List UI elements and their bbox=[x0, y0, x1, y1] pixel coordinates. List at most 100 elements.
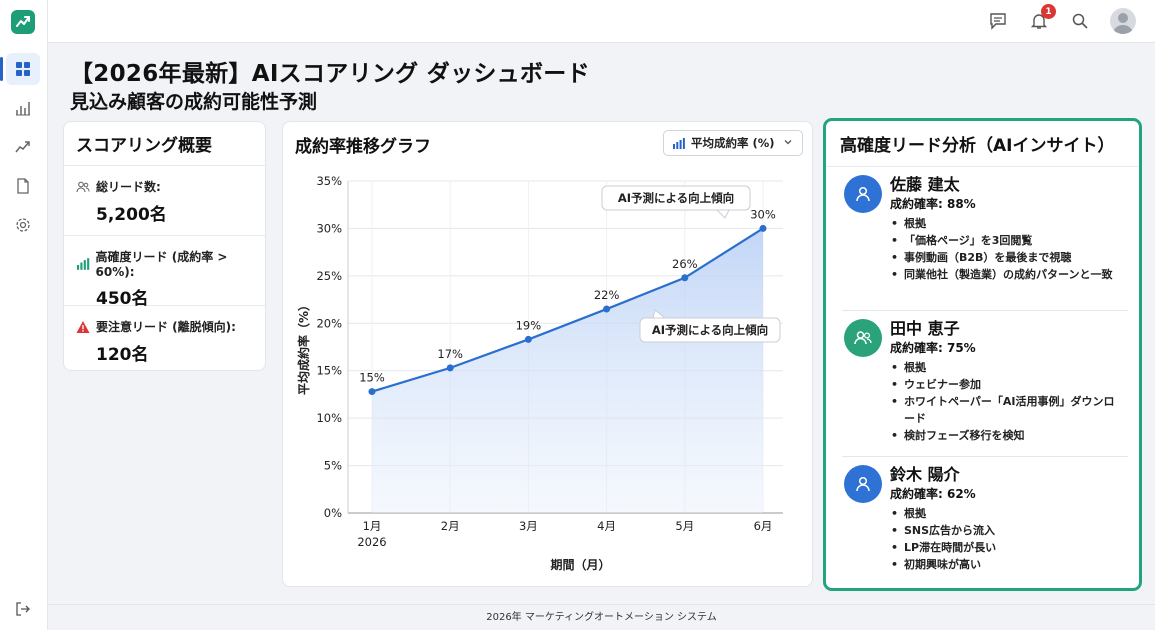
lead-reason-item: 初期興味が高い bbox=[890, 556, 1115, 573]
data-point bbox=[524, 335, 532, 343]
trend-line-icon bbox=[15, 141, 30, 153]
lead-avatar bbox=[844, 319, 882, 357]
y-tick-label: 30% bbox=[316, 221, 342, 235]
x-tick-label: 5月 bbox=[675, 519, 694, 533]
signal-bars-icon bbox=[673, 137, 685, 149]
lead-reason-item: LP滞在時間が長い bbox=[890, 539, 1115, 556]
lead-name: 鈴木 陽介 bbox=[890, 465, 960, 484]
x-tick-label: 1月 bbox=[363, 519, 382, 533]
y-tick-label: 20% bbox=[316, 316, 342, 330]
message-button[interactable] bbox=[986, 9, 1010, 33]
x-tick-label: 2月 bbox=[441, 519, 460, 533]
data-label: 15% bbox=[359, 371, 385, 385]
metric-label: 高確度リード (成約率 > 60%): bbox=[95, 250, 228, 279]
line-area-chart: 0% 5% 10% 15% 20% 25% 30% 35% 15% 1月 2026 17% 2月 19% 3… bbox=[296, 174, 783, 572]
lead-reason-item: ホワイトペーパー「AI活用事例」ダウンロード bbox=[890, 393, 1115, 427]
lead-avatar bbox=[844, 465, 882, 503]
sidebar bbox=[0, 0, 48, 630]
metric-select[interactable]: 平均成約率 (%) bbox=[663, 130, 803, 156]
document-icon bbox=[17, 178, 29, 194]
summary-title: スコアリング概要 bbox=[64, 122, 265, 166]
users-icon bbox=[854, 331, 872, 345]
x-tick-label: 4月 bbox=[597, 519, 616, 533]
series-line bbox=[371, 227, 764, 393]
y-tick-label: 25% bbox=[316, 269, 342, 283]
metric-value: 5,200名 bbox=[96, 205, 167, 225]
chevron-down-icon bbox=[784, 140, 792, 145]
metric-at-risk-leads: 要注意リード (離脱傾向): 120名 bbox=[64, 306, 265, 376]
metric-value: 120名 bbox=[96, 345, 149, 365]
data-label: 22% bbox=[594, 288, 620, 302]
metric-label: 総リード数: bbox=[96, 180, 161, 194]
data-point bbox=[446, 364, 454, 372]
lead-reason-list: 根拠「価格ページ」を3回閲覧事例動画（B2B）を最後まで視聴同業他社（製造業）の… bbox=[890, 215, 1115, 283]
search-icon bbox=[1072, 13, 1088, 29]
x-tick-label: 6月 bbox=[754, 519, 773, 533]
y-axis-title: 平均成約率（%） bbox=[296, 299, 311, 395]
data-point bbox=[681, 274, 689, 282]
lead-name: 田中 恵子 bbox=[890, 319, 960, 338]
nav-documents[interactable] bbox=[6, 170, 40, 202]
annotation-pointer bbox=[715, 209, 730, 219]
x-axis-title: 期間（月） bbox=[550, 557, 610, 572]
user-icon bbox=[856, 186, 870, 202]
data-label: 17% bbox=[437, 347, 463, 361]
chart-title: 成約率推移グラフ bbox=[295, 137, 431, 157]
nav-logout[interactable] bbox=[6, 593, 40, 625]
metric-high-probability-leads: 高確度リード (成約率 > 60%): 450名 bbox=[64, 236, 265, 309]
lead-probability: 成約確率: 62% bbox=[890, 487, 976, 501]
lead-reason-list: 根拠ウェビナー参加ホワイトペーパー「AI活用事例」ダウンロード検討フェーズ移行を… bbox=[890, 359, 1115, 444]
y-tick-label: 0% bbox=[324, 506, 342, 520]
logout-icon bbox=[16, 602, 30, 616]
user-avatar[interactable] bbox=[1110, 8, 1136, 34]
lead-reason-item: 根拠 bbox=[890, 215, 1115, 232]
lead-name: 佐藤 建太 bbox=[890, 175, 960, 194]
area-fill bbox=[372, 228, 763, 513]
data-label: 26% bbox=[672, 257, 698, 271]
nav-dashboard[interactable] bbox=[0, 53, 40, 85]
notification-badge: 1 bbox=[1041, 4, 1056, 19]
metric-label: 要注意リード (離脱傾向): bbox=[96, 320, 236, 334]
lead-reason-item: SNS広告から流入 bbox=[890, 522, 1115, 539]
x-tick-label: 2026 bbox=[357, 535, 386, 549]
lead-probability: 成約確率: 75% bbox=[890, 341, 976, 355]
metric-value: 450名 bbox=[96, 289, 149, 309]
nav-reports[interactable] bbox=[6, 92, 40, 124]
conversion-trend-card: 成約率推移グラフ 平均成約率 (%) 0% 5% 10% 15% 20% 25% 30% 35… bbox=[282, 121, 813, 587]
lead-probability: 成約確率: 88% bbox=[890, 197, 976, 211]
user-icon bbox=[856, 476, 870, 492]
data-label: 30% bbox=[750, 207, 776, 221]
annotation-box bbox=[639, 317, 781, 343]
lead-reason-item: 根拠 bbox=[890, 359, 1115, 376]
y-tick-label: 35% bbox=[316, 174, 342, 188]
insight-title: 高確度リード分析（AIインサイト） bbox=[826, 121, 1139, 167]
y-tick-label: 5% bbox=[324, 459, 342, 473]
warning-icon bbox=[76, 320, 90, 333]
signal-bars-icon bbox=[76, 257, 90, 270]
lead-reason-item: 「価格ページ」を3回閲覧 bbox=[890, 232, 1115, 249]
message-icon bbox=[990, 13, 1006, 30]
dashboard-icon bbox=[16, 62, 30, 76]
lead-reason-item: 同業他社（製造業）の成約パターンと一致 bbox=[890, 266, 1115, 283]
lead-reason-item: 根拠 bbox=[890, 505, 1115, 522]
user-icon bbox=[1113, 13, 1133, 34]
notification-button[interactable]: 1 bbox=[1027, 4, 1056, 33]
users-icon bbox=[76, 181, 90, 192]
search-button[interactable] bbox=[1068, 9, 1092, 33]
gear-icon bbox=[16, 218, 30, 232]
y-tick-label: 10% bbox=[316, 411, 342, 425]
metric-total-leads: 総リード数: 5,200名 bbox=[64, 166, 265, 236]
nav-trends[interactable] bbox=[6, 131, 40, 163]
lead-reason-item: 検討フェーズ移行を検知 bbox=[890, 427, 1115, 444]
x-tick-label: 3月 bbox=[519, 519, 538, 533]
nav-settings[interactable] bbox=[6, 209, 40, 241]
lead-reason-list: 根拠SNS広告から流入LP滞在時間が長い初期興味が高い bbox=[890, 505, 1115, 573]
lead-avatar bbox=[844, 175, 882, 213]
annotation-text: AI予測による向上傾向 bbox=[618, 191, 734, 205]
app-logo-icon[interactable] bbox=[11, 10, 35, 34]
footer: 2026年 マーケティングオートメーション システム bbox=[48, 604, 1155, 630]
